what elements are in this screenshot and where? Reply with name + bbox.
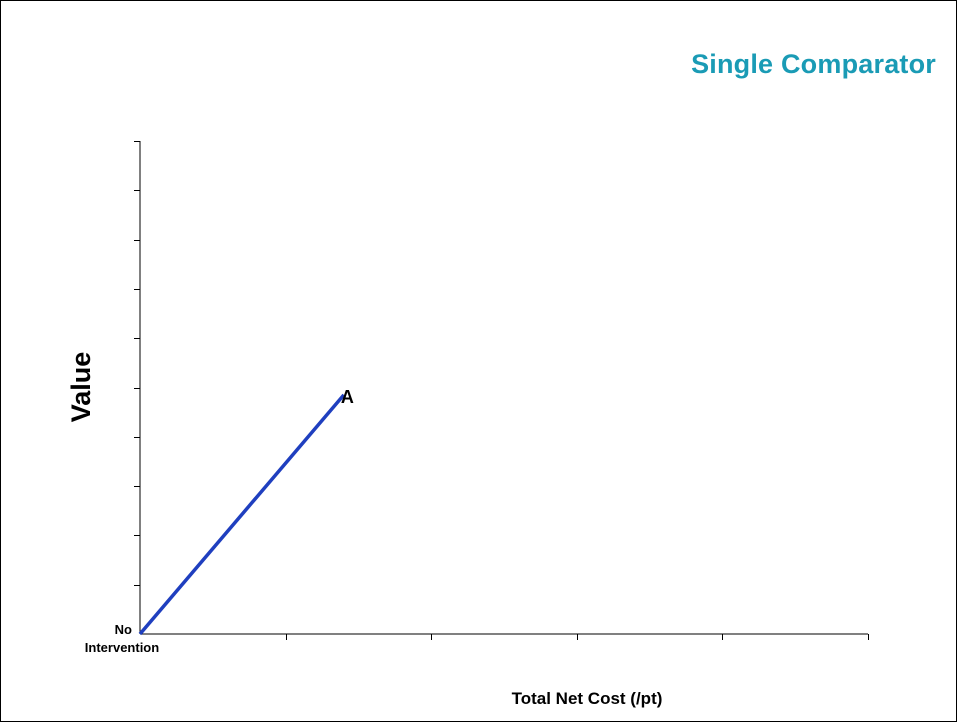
series-line-segment [138, 393, 346, 636]
axes [134, 141, 869, 640]
origin-label-intervention: Intervention [85, 640, 159, 655]
point-label: A [341, 387, 354, 407]
y-axis-title: Value [66, 352, 96, 423]
origin-label-no: No [115, 622, 132, 637]
series-layer: A [138, 387, 354, 636]
x-axis-title: Total Net Cost (/pt) [512, 689, 663, 708]
slide-title: Single Comparator [691, 49, 936, 79]
